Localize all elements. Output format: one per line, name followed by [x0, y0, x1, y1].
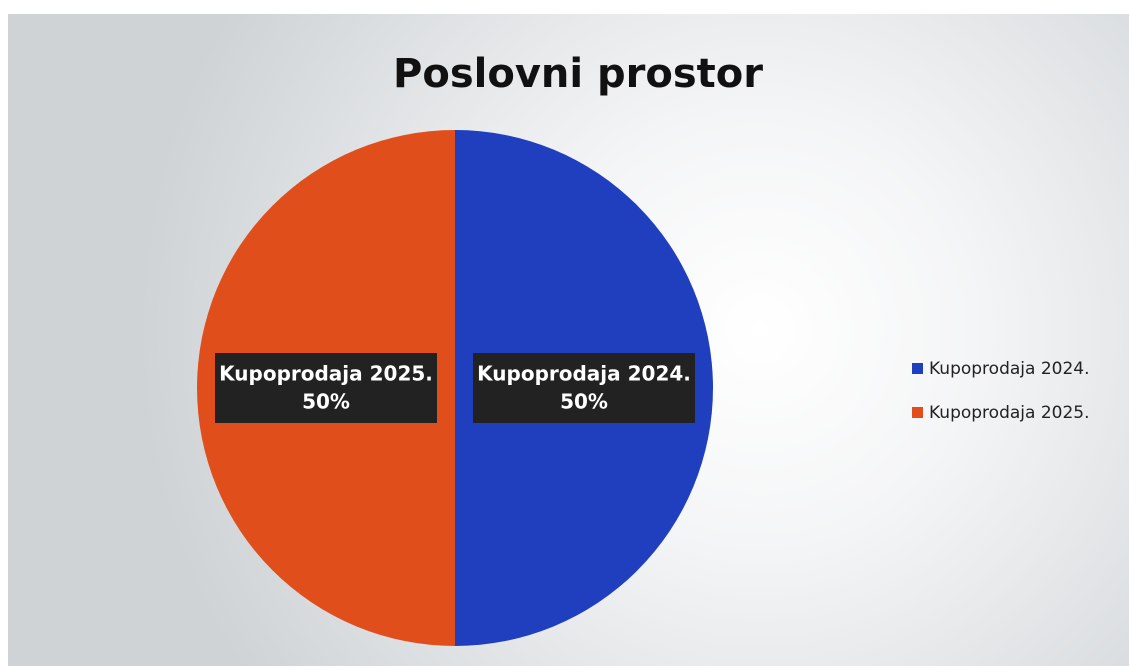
legend-swatch [912, 363, 923, 374]
data-label-box [473, 353, 695, 423]
chart-title: Poslovni prostor [393, 51, 763, 97]
data-label-category: Kupoprodaja 2024. [477, 362, 691, 386]
data-label-value: 50% [560, 390, 608, 414]
legend-label: Kupoprodaja 2025. [929, 403, 1090, 423]
legend-swatch [912, 407, 923, 418]
data-label-value: 50% [302, 390, 350, 414]
legend-label: Kupoprodaja 2024. [929, 359, 1090, 379]
data-label-box [215, 353, 437, 423]
data-label-category: Kupoprodaja 2025. [219, 362, 433, 386]
